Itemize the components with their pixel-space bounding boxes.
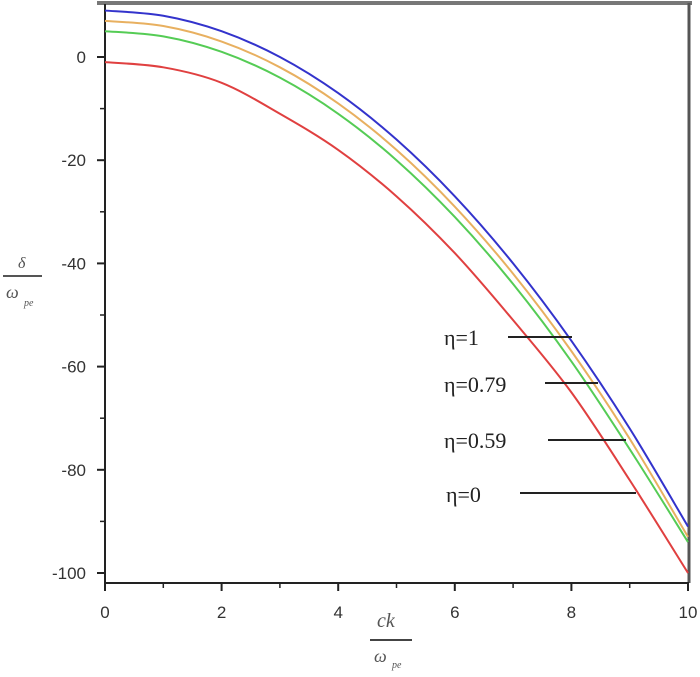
x-tick-label: 10 <box>679 603 698 622</box>
y-axis-ticks: 0 -20 -40 -60 -80 -100 <box>52 48 105 583</box>
x-label-denominator: ω <box>374 646 387 666</box>
x-axis-ticks: 0 2 4 6 8 10 <box>100 583 697 622</box>
series-line <box>104 30 689 543</box>
series-line <box>104 61 689 574</box>
legend-label: η=0.59 <box>444 428 506 453</box>
y-tick-label: -80 <box>61 461 86 480</box>
y-label-subscript: pe <box>23 298 34 309</box>
data-series <box>104 9 689 574</box>
series-line <box>104 9 689 528</box>
legend-label: η=1 <box>444 325 479 350</box>
x-tick-label: 6 <box>450 603 459 622</box>
x-tick-label: 8 <box>567 603 576 622</box>
x-tick-label: 0 <box>100 603 109 622</box>
legend-label: η=0 <box>446 482 481 507</box>
y-tick-label: -20 <box>61 151 86 170</box>
y-label-denominator: ω <box>6 282 19 302</box>
y-axis-label: δ ω pe <box>3 255 42 309</box>
x-axis-label: ck ω pe <box>370 610 412 671</box>
legend: η=1 η=0.79 η=0.59 η=0 <box>444 325 636 507</box>
legend-label: η=0.79 <box>444 372 506 397</box>
y-label-numerator: δ <box>18 255 26 272</box>
y-tick-label: -40 <box>61 254 86 273</box>
y-tick-label: -60 <box>61 358 86 377</box>
y-tick-label: 0 <box>77 48 86 67</box>
x-tick-label: 4 <box>333 603 342 622</box>
series-line <box>104 19 689 538</box>
x-label-numerator: ck <box>377 610 396 632</box>
x-tick-label: 2 <box>217 603 226 622</box>
x-label-subscript: pe <box>391 660 402 671</box>
y-tick-label: -100 <box>52 564 86 583</box>
